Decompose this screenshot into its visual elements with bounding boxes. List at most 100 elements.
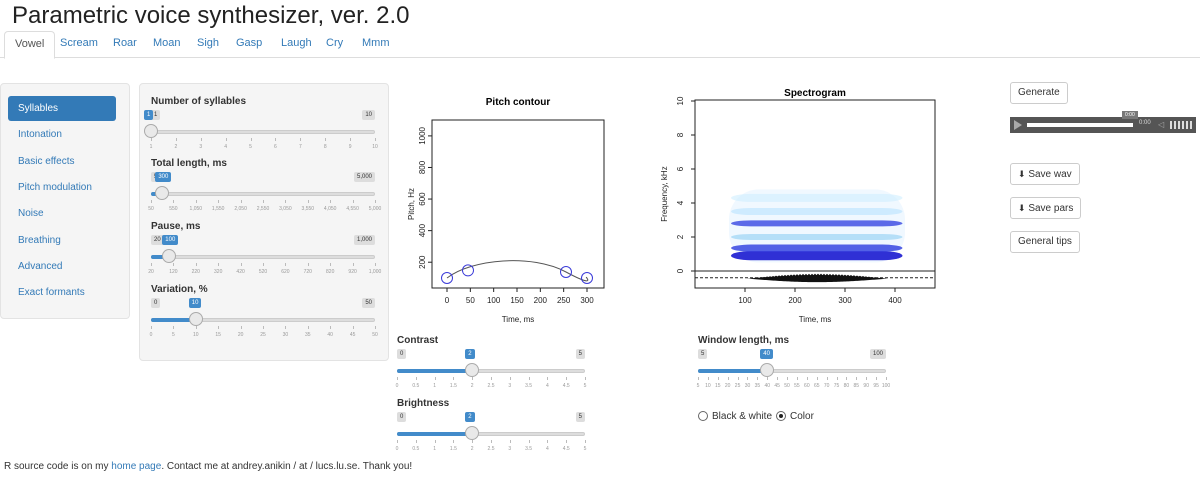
slider-handle[interactable] xyxy=(162,249,177,263)
length-slider[interactable]: 50 5,000 300 50 550 1,050 1,550 2,050 2,550 3,050… xyxy=(148,172,381,212)
slider-tick-label: 0 xyxy=(395,446,399,452)
slider-tick xyxy=(218,263,220,266)
slider-tick xyxy=(472,377,474,380)
pitch-anchor-point[interactable] xyxy=(441,272,453,284)
slider-tick-label: 50 xyxy=(784,383,790,389)
footer-suffix: . Contact me at andrey.anikin / at / luc… xyxy=(161,461,413,472)
sidebar-item-pitch-modulation[interactable]: Pitch modulation xyxy=(18,181,92,193)
sidebar-item-exact-formants[interactable]: Exact formants xyxy=(18,287,85,299)
window-slider[interactable]: 5 100 40 5 10 15 20 25 30 35 40 45 50 55 60 65 70 75 80 85 9… xyxy=(696,349,890,389)
pitch-plot-title: Pitch contour xyxy=(486,97,551,108)
radio-circle-icon xyxy=(776,411,786,422)
slider-tick xyxy=(151,138,152,141)
slider-tick xyxy=(195,326,197,329)
sidebar: Syllables Intonation Basic effects Pitch mo… xyxy=(0,83,130,319)
slider-tick xyxy=(434,377,436,380)
pitch-y-tick-label: 200 xyxy=(418,255,427,269)
volume-icon[interactable]: ◁ xyxy=(1158,120,1165,129)
slider-min-label: 5 xyxy=(698,349,708,359)
pitch-y-tick-label: 800 xyxy=(418,160,427,174)
slider-tick xyxy=(415,440,417,443)
spectrogram-y-tick-label: 0 xyxy=(676,268,685,273)
slider-tick xyxy=(547,377,549,380)
slider-handle[interactable] xyxy=(465,363,480,377)
tab-scream[interactable]: Scream xyxy=(60,37,98,49)
slider-handle[interactable] xyxy=(144,124,158,138)
slider-tick-label: 1.5 xyxy=(449,383,457,389)
slider-tick-label: 2,050 xyxy=(234,206,247,212)
slider-handle[interactable] xyxy=(760,363,775,377)
tab-mmm[interactable]: Mmm xyxy=(362,37,390,49)
slider-tick-label: 5 xyxy=(696,383,700,389)
variation-slider[interactable]: 0 50 10 0 5 10 15 20 25 30 35 40 45 50 xyxy=(150,298,378,338)
tab-vowel[interactable]: Vowel xyxy=(4,31,56,59)
slider-tick-label: 4 xyxy=(224,144,228,150)
slider-tick xyxy=(375,138,376,141)
pause-slider[interactable]: 20 1,000 100 20 120 220 320 420 520 620 720 820 920 1… xyxy=(148,235,381,275)
slider-tick-label: 30 xyxy=(744,383,751,389)
volume-bar[interactable] xyxy=(1170,121,1194,129)
syllables-slider[interactable]: 1 10 1 1 2 3 4 5 6 7 8 9 10 xyxy=(144,110,378,150)
slider-tick xyxy=(263,326,264,329)
slider-tick xyxy=(151,326,152,329)
radio-color[interactable]: Color xyxy=(776,411,814,422)
home-page-link[interactable]: home page xyxy=(111,461,162,472)
pitch-x-tick-label: 50 xyxy=(466,296,475,305)
generate-button[interactable]: Generate xyxy=(1010,82,1068,104)
slider-min-label: 0 xyxy=(397,412,407,422)
brightness-slider[interactable]: 0 5 2 0 0.5 1 1.5 2 2.5 3 3.5 4 4.5 5 xyxy=(395,412,586,452)
spectrogram-y-tick-label: 10 xyxy=(676,96,685,105)
slider-track[interactable] xyxy=(151,130,375,134)
tab-sigh[interactable]: Sigh xyxy=(197,37,220,49)
slider-tick xyxy=(352,326,354,329)
tab-moan[interactable]: Moan xyxy=(153,37,181,49)
audio-progress-bar[interactable] xyxy=(1027,123,1133,127)
slider-tick-label: 70 xyxy=(823,383,830,389)
save-wav-button[interactable]: ⬇ Save wav xyxy=(1010,163,1080,185)
contrast-slider[interactable]: 0 5 2 0 0.5 1 1.5 2 2.5 3 3.5 4 4.5 5 xyxy=(396,349,586,389)
tab-laugh[interactable]: Laugh xyxy=(281,37,312,49)
slider-tick-label: 3 xyxy=(508,446,512,452)
slider-tick xyxy=(453,377,455,380)
slider-ticks: 0 0.5 1 1.5 2 2.5 3 3.5 4 4.5 5 xyxy=(396,377,586,389)
tab-roar[interactable]: Roar xyxy=(113,37,137,49)
sidebar-item-intonation[interactable]: Intonation xyxy=(18,129,62,141)
slider-fill xyxy=(698,369,768,373)
pitch-contour-plot[interactable]: Pitch contour 200 400 600 800 1000 0 50 100 150… xyxy=(397,85,607,330)
play-icon[interactable] xyxy=(1014,120,1022,130)
save-pars-label: Save pars xyxy=(1028,203,1074,214)
slider-tick xyxy=(285,263,287,266)
pitch-x-tick-label: 100 xyxy=(487,296,501,305)
slider-handle[interactable] xyxy=(155,186,170,200)
slider-handle[interactable] xyxy=(465,426,480,440)
slider-tick-label: 2,550 xyxy=(256,206,270,212)
slider-tick-label: 100 xyxy=(881,383,891,389)
pitch-anchor-point[interactable] xyxy=(581,272,593,284)
slider-handle[interactable] xyxy=(188,312,203,326)
slider-tick xyxy=(352,200,354,203)
slider-fill xyxy=(397,432,473,436)
slider-tick xyxy=(397,377,398,380)
tab-cry[interactable]: Cry xyxy=(326,37,344,49)
radio-black-white[interactable]: Black & white xyxy=(698,411,772,422)
slider-max-label: 50 xyxy=(362,298,375,308)
pitch-anchor-point[interactable] xyxy=(462,264,474,277)
audio-player[interactable]: 0:00 0:00 ◁ xyxy=(1010,111,1196,133)
sidebar-item-noise[interactable]: Noise xyxy=(18,208,44,220)
syllables-panel xyxy=(139,83,389,361)
slider-track[interactable] xyxy=(151,255,375,259)
sidebar-item-breathing[interactable]: Breathing xyxy=(18,234,61,246)
sidebar-item-advanced[interactable]: Advanced xyxy=(18,260,63,272)
general-tips-button[interactable]: General tips xyxy=(1010,231,1080,253)
pitch-anchor-point[interactable] xyxy=(560,266,572,278)
sidebar-item-syllables[interactable]: Syllables xyxy=(8,96,116,121)
slider-tick-label: 820 xyxy=(326,269,335,275)
sidebar-item-basic-effects[interactable]: Basic effects xyxy=(18,155,75,167)
slider-tick xyxy=(547,440,549,443)
slider-track[interactable] xyxy=(151,192,375,196)
save-pars-button[interactable]: ⬇ Save pars xyxy=(1010,197,1082,219)
tab-gasp[interactable]: Gasp xyxy=(236,37,263,49)
slider-tick xyxy=(218,326,220,329)
slider-tick xyxy=(173,263,175,266)
spectrogram-formant-band xyxy=(731,220,903,227)
